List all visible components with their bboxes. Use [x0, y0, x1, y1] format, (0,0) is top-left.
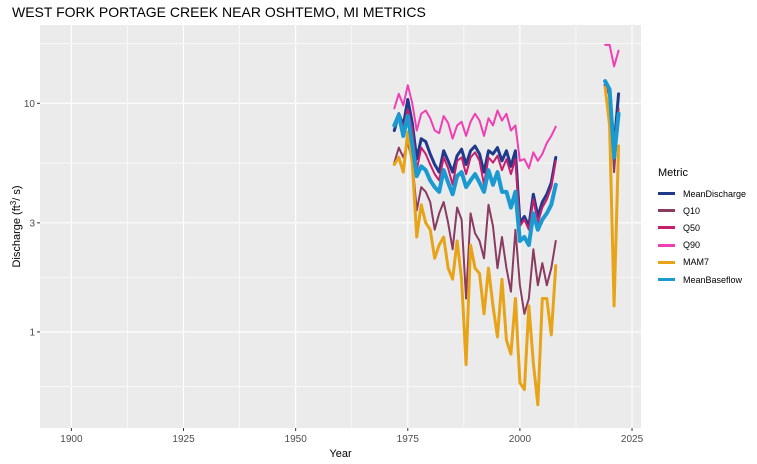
- legend-label: MAM7: [683, 257, 710, 268]
- series-line-MAM7: [392, 85, 621, 407]
- x-axis-title: Year: [329, 448, 352, 460]
- x-tick-label: 2025: [621, 434, 644, 445]
- y-axis-title: Discharge (ft3/ s): [9, 185, 23, 267]
- legend-key-swatch: [658, 209, 675, 213]
- legend-item-MeanBaseflow: MeanBaseflow: [658, 271, 746, 288]
- y-axis-title-post: / s): [11, 185, 23, 200]
- y-axis-title-sup: 3: [9, 200, 18, 205]
- legend-label: MeanDischarge: [683, 188, 747, 199]
- legend-items: MeanDischarge Q10 Q50 Q90 MAM7 MeanBaseflow: [658, 185, 746, 288]
- legend-key-swatch: [658, 260, 675, 264]
- series-line-Q90: [393, 43, 620, 170]
- legend-label: MeanBaseflow: [683, 274, 743, 285]
- legend-label: Q10: [683, 205, 701, 216]
- legend-item-MeanDischarge: MeanDischarge: [658, 185, 746, 202]
- legend-key-swatch: [658, 243, 675, 247]
- legend-item-Q50: Q50: [658, 219, 746, 236]
- axis-ticks: 1900 1925 1950 1975 2000 2025 1 3 10: [24, 99, 644, 445]
- x-tick-label: 1975: [397, 434, 420, 445]
- legend-title: Metric: [658, 167, 688, 179]
- x-tick-label: 1900: [60, 434, 83, 445]
- plot-panel: [40, 25, 641, 428]
- legend-key-swatch: [658, 192, 675, 196]
- legend: Metric MeanDischarge Q10 Q50 Q90 MAM7 MeanBas…: [658, 167, 746, 288]
- legend-label: Q90: [683, 240, 701, 251]
- series-line-MeanBaseflow: [392, 79, 621, 247]
- legend-item-Q90: Q90: [658, 237, 746, 254]
- y-axis-title-pre: Discharge (ft: [11, 205, 23, 267]
- y-tick-label: 10: [24, 99, 36, 110]
- y-tick-label: 3: [29, 218, 35, 229]
- series-lines: [392, 43, 621, 407]
- x-tick-label: 1950: [285, 434, 308, 445]
- y-tick-label: 1: [29, 327, 35, 338]
- legend-label: Q50: [683, 222, 701, 233]
- chart-title: WEST FORK PORTAGE CREEK NEAR OSHTEMO, MI…: [12, 4, 426, 20]
- x-tick-label: 1925: [172, 434, 195, 445]
- x-tick-label: 2000: [509, 434, 532, 445]
- legend-item-Q10: Q10: [658, 202, 746, 219]
- legend-item-MAM7: MAM7: [658, 254, 746, 271]
- legend-key-swatch: [658, 226, 675, 230]
- legend-key-swatch: [658, 278, 675, 282]
